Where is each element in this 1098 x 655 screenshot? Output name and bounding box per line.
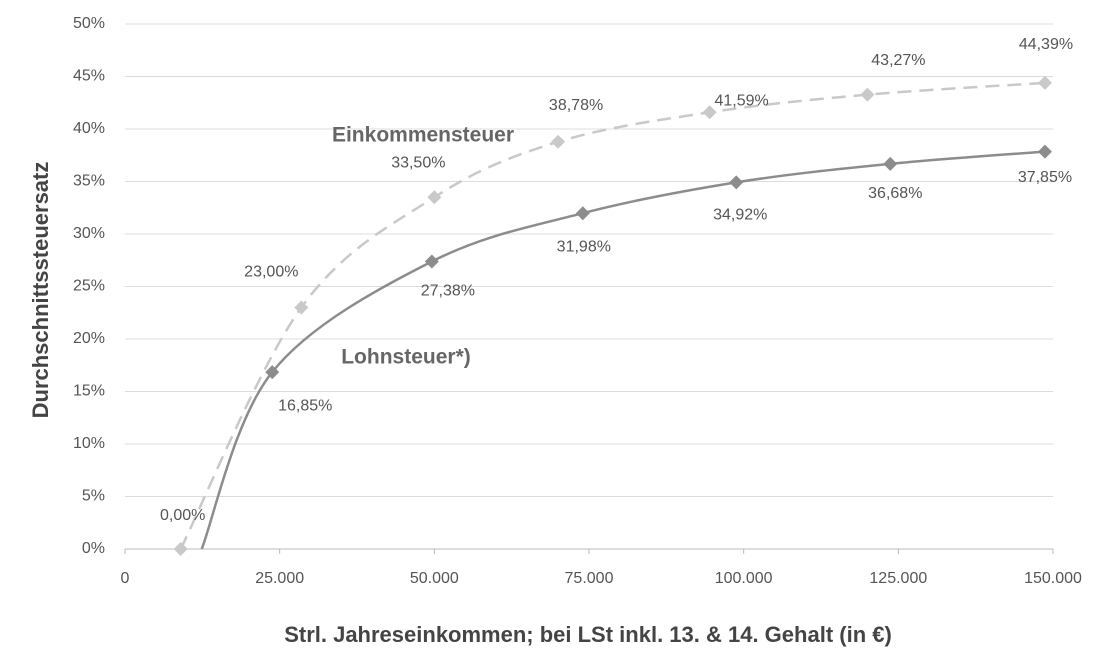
x-tick-label: 50.000 — [410, 570, 459, 587]
y-tick-label: 30% — [73, 225, 105, 242]
marker — [1037, 144, 1052, 159]
y-tick-label: 10% — [73, 435, 105, 452]
value-label: 43,27% — [871, 52, 925, 69]
marker — [173, 542, 188, 556]
marker — [427, 190, 442, 205]
marker — [883, 156, 898, 171]
value-label: 23,00% — [244, 264, 298, 281]
marker — [860, 87, 875, 102]
value-label: 27,38% — [421, 283, 475, 300]
value-label: 44,39% — [1019, 36, 1073, 53]
marker — [424, 254, 439, 269]
x-tick-label: 100.000 — [715, 570, 773, 587]
value-label: 34,92% — [713, 207, 767, 224]
value-label: 36,68% — [868, 185, 922, 202]
value-label: 0,00% — [160, 507, 205, 524]
y-tick-label: 50% — [73, 15, 105, 32]
value-label: 31,98% — [557, 238, 611, 255]
marker — [551, 134, 566, 149]
x-tick-label: 150.000 — [1024, 570, 1082, 587]
marker — [265, 365, 280, 380]
marker — [702, 105, 717, 120]
x-tick-label: 25.000 — [255, 570, 304, 587]
y-tick-label: 5% — [82, 488, 105, 505]
value-label: 38,78% — [549, 97, 603, 114]
x-tick-label: 125.000 — [869, 570, 927, 587]
series-label: Lohnsteuer*) — [341, 346, 471, 369]
x-tick-label: 75.000 — [565, 570, 614, 587]
value-label: 16,85% — [278, 397, 332, 414]
y-tick-label: 0% — [82, 540, 105, 557]
y-tick-label: 45% — [73, 68, 105, 85]
series-line — [200, 150, 1046, 550]
value-label: 41,59% — [715, 93, 769, 110]
y-tick-label: 20% — [73, 330, 105, 347]
value-label: 33,50% — [391, 154, 445, 171]
marker — [575, 206, 590, 221]
y-tick-label: 25% — [73, 278, 105, 295]
marker — [294, 300, 309, 315]
y-tick-label: 40% — [73, 120, 105, 137]
value-label: 37,85% — [1018, 169, 1072, 186]
y-tick-label: 35% — [73, 173, 105, 190]
x-axis-title: Strl. Jahreseinkommen; bei LSt inkl. 13.… — [284, 622, 892, 647]
marker — [1037, 75, 1052, 90]
series-label: Einkommensteuer — [332, 124, 514, 147]
marker — [729, 175, 744, 190]
x-tick-label: 0 — [121, 570, 130, 587]
series-line — [179, 81, 1046, 550]
y-axis-title: Durchschnittssteuersatz — [28, 162, 53, 419]
y-tick-label: 15% — [73, 383, 105, 400]
